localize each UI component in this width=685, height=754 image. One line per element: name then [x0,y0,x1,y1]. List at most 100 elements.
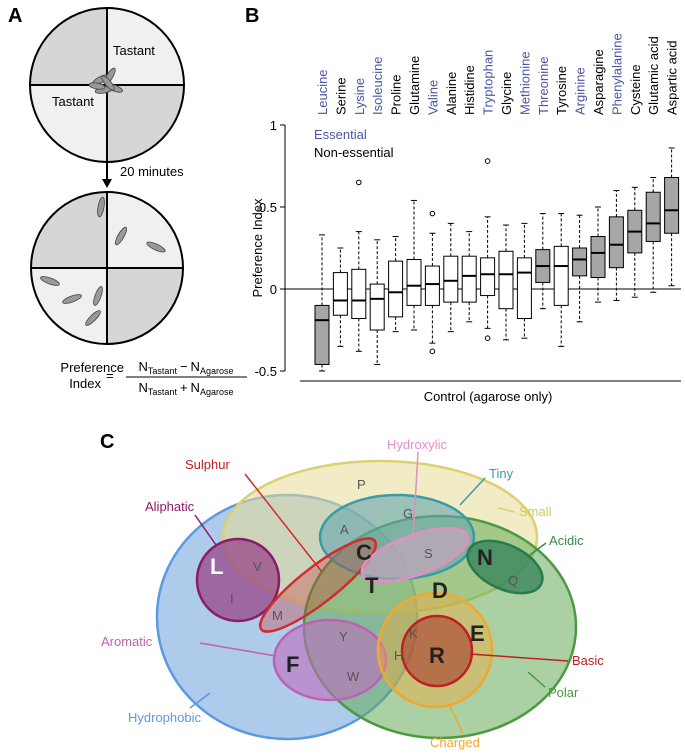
category-label: Glutamic acid [646,36,661,115]
category-label: Arginine [573,67,588,115]
box [480,257,496,297]
formula: Preference Index = NTastant − NAgarose NTa… [60,359,247,397]
category-label: Cysteine [628,64,643,115]
category-label: Glutamine [407,56,422,115]
subscript: Tastant [148,366,178,376]
arrow-label: 20 minutes [120,164,184,179]
x-axis-label: Control (agarose only) [424,389,553,404]
plot-area: -0.5 0 0.5 1 Leucine Serine Lysine Isoleucine Pr… [255,33,681,379]
tastant-label: Tastant [52,94,94,109]
outlier [429,210,436,217]
y-tick-label: 0.5 [259,200,277,215]
box [664,176,680,234]
outlier [429,348,436,355]
formula-lhs: Preference [60,360,124,375]
amino-acid: P [357,477,366,492]
box [516,257,532,320]
amino-acid: R [429,643,445,668]
symbol: N [191,359,200,374]
subscript: Tastant [148,387,178,397]
formula-lhs: Index [69,376,101,391]
set-label: Aromatic [101,634,153,649]
set-label: Aliphatic [145,499,195,514]
category-label: Proline [389,75,404,115]
venn-diagram [155,459,578,741]
box [388,260,404,318]
box [406,258,422,306]
amino-acid: M [272,608,283,623]
category-label: Valine [425,80,440,115]
panel-label: A [8,5,22,27]
set-label: Hydroxylic [387,437,447,452]
y-tick-label: 0 [270,282,277,297]
category-label: Aspartic acid [665,41,680,115]
category-label: Threonine [536,56,551,115]
box [369,283,385,331]
amino-acid: D [432,578,448,603]
box [590,236,606,279]
arena-after [30,191,184,345]
set-label: Tiny [489,466,514,481]
subscript: Agarose [200,387,234,397]
symbol: N [139,380,148,395]
set-label: Charged [430,735,480,750]
outlier [484,158,491,164]
operator: + [180,380,188,395]
box [645,191,661,242]
set-label: Hydrophobic [128,710,201,725]
amino-acid: K [409,626,418,641]
amino-acid: H [394,648,403,663]
legend-entry: Essential [314,127,367,142]
box [608,216,624,269]
formula-numerator: NTastant − NAgarose [139,359,234,376]
category-label: Tyrosine [554,66,569,115]
box [443,255,459,303]
operator: − [180,359,188,374]
box [332,272,348,316]
category-label: Serine [333,77,348,115]
box [351,268,367,320]
box [572,247,588,277]
category-label: Asparagine [591,49,606,115]
amino-acid: G [403,506,413,521]
arena-before [29,7,185,163]
amino-acid: F [286,652,299,677]
category-label: Histidine [462,65,477,115]
category-label: Tryptophan [481,50,496,115]
amino-acid: W [347,669,360,684]
panel-label: C [100,431,114,453]
amino-acid: I [230,591,234,606]
symbol: N [139,359,148,374]
amino-acid: C [356,540,372,565]
category-label: Leucine [315,69,330,115]
category-label: Phenylalanine [609,33,624,115]
amino-acid: A [340,522,349,537]
panel-label: B [245,5,259,27]
amino-acid: E [470,621,485,646]
set-label: Basic [572,653,604,668]
y-tick-label: 1 [270,118,277,133]
amino-acid: Q [508,573,518,588]
legend-entry: Non-essential [314,145,394,160]
amino-acid: N [477,545,493,570]
box [424,265,440,306]
box [461,255,477,303]
amino-acid: Y [339,629,348,644]
arrow-head [102,179,112,188]
y-tick-label: -0.5 [255,364,277,379]
set-label: Polar [548,685,579,700]
symbol: N [191,380,200,395]
category-label: Methionine [517,51,532,115]
set-label: Sulphur [185,457,230,472]
amino-acid: T [365,573,379,598]
category-label: Glycine [499,72,514,115]
box [553,245,569,306]
category-label: Alanine [444,72,459,115]
y-axis-label: Preference Index [250,198,265,298]
formula-equals: = [106,368,114,383]
set-label: Small [519,504,552,519]
box [498,250,514,310]
amino-acid: L [210,554,223,579]
category-label: Lysine [352,78,367,115]
